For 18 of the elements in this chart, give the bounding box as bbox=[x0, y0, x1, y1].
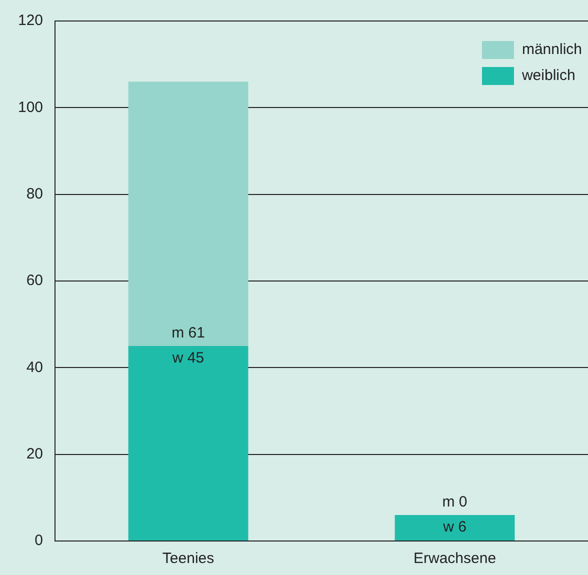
data-label: m 61 bbox=[172, 324, 205, 342]
x-tick-label: Erwachsene bbox=[413, 550, 496, 568]
y-tick-label: 80 bbox=[26, 185, 44, 202]
y-tick-label: 60 bbox=[26, 272, 44, 290]
legend-label: weiblich bbox=[520, 67, 576, 84]
data-label: m 0 bbox=[442, 494, 468, 511]
data-label: w 45 bbox=[171, 350, 204, 367]
bar bbox=[128, 346, 248, 540]
y-tick-label: 0 bbox=[34, 532, 44, 550]
y-tick-label: 20 bbox=[26, 445, 44, 462]
y-tick-label: 100 bbox=[18, 98, 44, 116]
bar bbox=[394, 515, 515, 540]
x-tick-label: Teenies bbox=[162, 550, 214, 568]
y-tick-label: 120 bbox=[18, 12, 44, 30]
data-label: w 6 bbox=[442, 518, 466, 536]
legend-label: männlich bbox=[522, 41, 582, 58]
y-tick-label: 40 bbox=[26, 358, 44, 376]
bar bbox=[128, 82, 248, 346]
